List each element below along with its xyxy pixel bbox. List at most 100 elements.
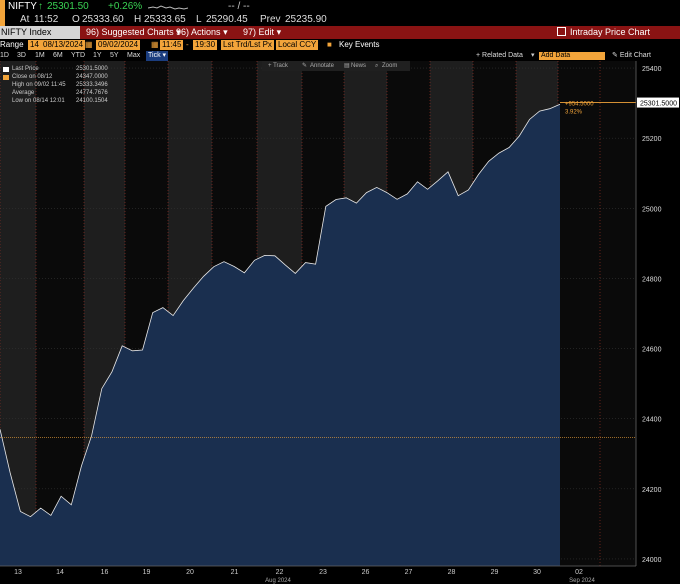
suggested-label: Suggested Charts	[101, 27, 174, 37]
pencil-icon: ✎	[612, 52, 618, 59]
window-title-text: Intraday Price Chart	[570, 27, 651, 37]
legend-value: 24774.7676	[76, 90, 108, 96]
prev-label: Prev	[260, 14, 281, 25]
y-tick-label: 24600	[642, 347, 662, 354]
price-area	[0, 104, 560, 567]
edit-num: 97)	[243, 27, 257, 37]
calendar-icon[interactable]: ▦	[85, 40, 93, 49]
change-pct-annotation: 3.92%	[565, 110, 583, 116]
period-6m[interactable]: 6M	[53, 52, 63, 59]
suggested-charts-menu[interactable]: 96) Suggested Charts ▾	[86, 26, 181, 39]
period-1m[interactable]: 1M	[35, 52, 45, 59]
related-data-button[interactable]: + Related Data	[476, 52, 523, 59]
x-month-label: Aug 2024	[265, 578, 291, 584]
start-date-field[interactable]: 08/13/2024	[41, 40, 86, 50]
key-events-checkbox[interactable]: ■	[327, 40, 332, 49]
end-date-field[interactable]: 09/02/2024	[96, 40, 141, 50]
add-data-field[interactable]: Add Data	[539, 52, 605, 60]
x-tick-label: 02	[575, 569, 583, 576]
legend-row[interactable]: Close on 08/12 24347.0000	[2, 74, 137, 81]
period-5y[interactable]: 5Y	[110, 52, 119, 59]
news-icon[interactable]: ▤	[344, 63, 350, 69]
y-tick-label: 24800	[642, 276, 662, 283]
range-label: Range	[0, 40, 24, 49]
chevron-down-icon: ▾	[531, 52, 535, 59]
dash-separator: -	[186, 40, 189, 49]
up-arrow-icon: ↑	[38, 1, 43, 12]
x-tick-label: 29	[491, 569, 499, 576]
last-price: 25301.50	[47, 1, 89, 12]
legend-swatch	[3, 75, 9, 80]
ticker-marker	[0, 0, 5, 13]
chart-tools: + Track ✎ Annotate ▤ News ⌕ Zoom	[262, 61, 410, 71]
y-axis: 24000 24200 24400 24600 24800 25000 25200 25400…	[635, 61, 679, 566]
chevron-down-icon: ▾	[276, 27, 282, 37]
x-tick-label: 22	[276, 569, 284, 576]
track-button[interactable]: + Track	[268, 63, 288, 69]
y-tick-label: 24400	[642, 417, 662, 424]
calendar-icon[interactable]: ▦	[151, 40, 159, 49]
menu-bar: NIFTY Index 96) Suggested Charts ▾ 96) A…	[0, 26, 680, 39]
period-ytd[interactable]: YTD	[71, 52, 85, 59]
period-3d[interactable]: 3D	[17, 52, 26, 59]
price-chart[interactable]: 24000 24200 24400 24600 24800 25000 25200 25400…	[0, 61, 680, 584]
edit-chart-button[interactable]: ✎ Edit Chart	[612, 51, 651, 61]
prev-value: 25235.90	[285, 14, 327, 25]
legend-label: Close on 08/12	[12, 74, 53, 80]
legend-row[interactable]: Low on 08/14 12:01 24100.1504	[2, 98, 137, 105]
low-label: L	[196, 14, 202, 25]
window-title: Intraday Price Chart	[550, 26, 680, 39]
end-time-field[interactable]: 19:30	[193, 40, 218, 50]
legend-row[interactable]: Last Price 25301.5000	[2, 66, 137, 73]
ticker-bar: NIFTY ↑ 25301.50 +0.26% -- / --	[0, 0, 680, 13]
start-time-field[interactable]: 11:45	[160, 40, 184, 50]
high-label: H	[134, 14, 142, 25]
period-1y[interactable]: 1Y	[93, 52, 102, 59]
range-num-field[interactable]: 14	[28, 40, 41, 50]
x-tick-label: 23	[319, 569, 327, 576]
actions-num: 96)	[176, 27, 190, 37]
period-bar: 1D 3D 1M 6M YTD 1Y 5Y Max Tick ▾ + Relat…	[0, 51, 680, 61]
period-tick[interactable]: Tick ▾	[146, 51, 169, 61]
period-1d[interactable]: 1D	[0, 52, 9, 59]
y-tick-label: 25400	[642, 66, 662, 73]
chart-legend: Last Price 25301.5000 Close on 08/12 243…	[2, 66, 137, 108]
legend-label: High on 09/02 11:45	[12, 82, 66, 88]
annotate-button[interactable]: Annotate	[310, 63, 335, 69]
period-max[interactable]: Max	[127, 52, 141, 59]
zoom-icon[interactable]: ⌕	[375, 63, 379, 69]
legend-row[interactable]: High on 09/02 11:45 25333.3496	[2, 82, 137, 89]
annotate-icon[interactable]: ✎	[302, 63, 308, 69]
x-tick-label: 21	[231, 569, 239, 576]
edit-label: Edit	[258, 27, 275, 37]
x-axis: 13 14 16 19 20 21 22 23 26 27 28 29 30 02 Aug 2024 Sep …	[0, 565, 636, 584]
news-button[interactable]: News	[351, 63, 367, 69]
price-line	[0, 103, 561, 518]
range-bar: Range 14 08/13/2024 ▦ 09/02/2024 ▦ 11:45…	[0, 39, 680, 51]
x-tick-label: 19	[143, 569, 151, 576]
trade-type-field[interactable]: Lst Trd/Lst Px	[221, 40, 274, 50]
x-tick-label: 13	[14, 569, 22, 576]
quote-bar: At 11:52 O 25333.60 H 25333.65 L 25290.4…	[0, 13, 680, 26]
legend-value: 24100.1504	[76, 98, 108, 104]
period-tick-label: Tick	[148, 52, 161, 59]
zoom-button[interactable]: Zoom	[382, 63, 398, 69]
edit-menu[interactable]: 97) Edit ▾	[243, 26, 281, 39]
actions-menu[interactable]: 96) Actions ▾	[176, 26, 228, 39]
x-tick-label: 27	[405, 569, 413, 576]
security-field[interactable]: NIFTY Index	[0, 26, 80, 39]
actions-label: Actions	[191, 27, 221, 37]
last-price-tag	[637, 97, 679, 108]
x-tick-label: 14	[56, 569, 64, 576]
percent-change: +0.26%	[108, 1, 143, 12]
sparkline-icon	[148, 5, 188, 10]
at-label: At	[20, 14, 30, 25]
at-time: 11:52	[34, 14, 59, 25]
legend-value: 25301.5000	[76, 66, 108, 72]
currency-field[interactable]: Local CCY	[276, 40, 319, 50]
legend-row[interactable]: Average 24774.7676	[2, 90, 137, 97]
export-icon[interactable]	[557, 27, 566, 36]
y-tick-label: 25200	[642, 136, 662, 143]
chevron-down-icon: ▾	[223, 27, 228, 37]
quote-marker	[0, 13, 5, 26]
